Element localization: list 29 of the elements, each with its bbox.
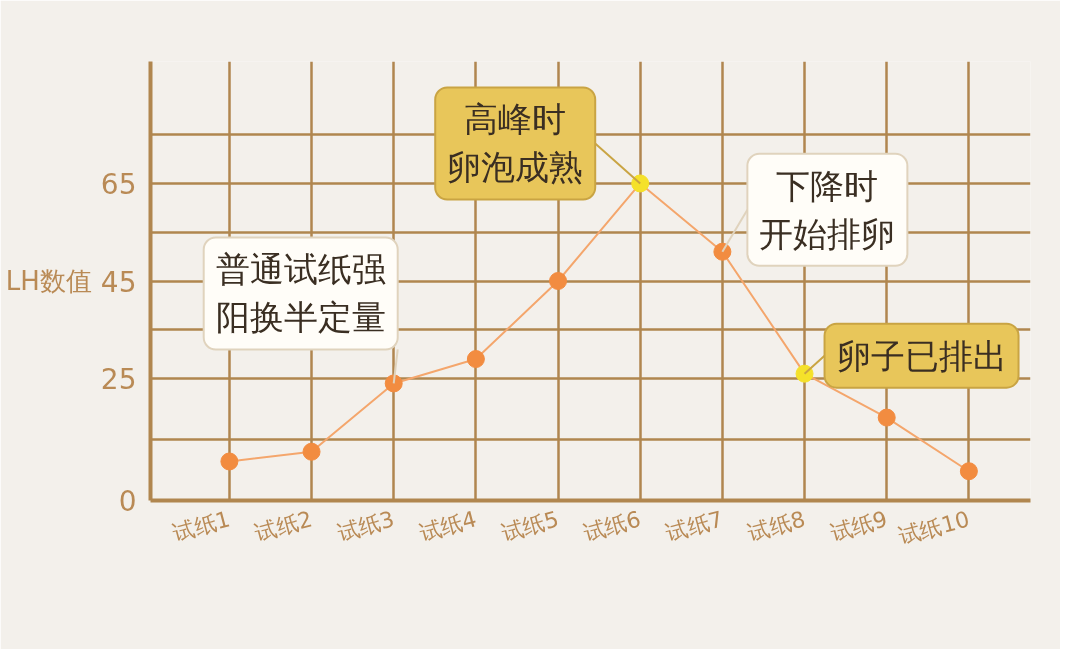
point <box>302 442 321 461</box>
y-tick-label: 65 <box>100 167 137 201</box>
point <box>959 462 978 481</box>
y-tick-label: 0 <box>118 485 137 518</box>
x-tick-label: 试纸2 <box>252 506 315 546</box>
x-tick-label: 试纸4 <box>416 506 480 546</box>
y-tick-label: 25 <box>100 363 137 397</box>
point <box>384 374 403 393</box>
x-tick-label: 试纸6 <box>580 506 644 546</box>
point <box>466 350 485 369</box>
x-tick-label: 试纸3 <box>334 506 397 546</box>
point <box>795 364 814 383</box>
point <box>220 452 239 471</box>
point <box>549 272 568 290</box>
x-tick-label: 试纸8 <box>745 506 808 546</box>
x-tick-label: 试纸10 <box>896 506 973 550</box>
y-tick-label: 45 <box>100 265 137 299</box>
x-tick-label: 试纸1 <box>170 506 233 546</box>
point <box>713 242 732 261</box>
annotation: 卵子已排出 <box>836 335 1007 376</box>
y-axis-title: LH数值 <box>5 266 92 296</box>
point <box>631 174 650 193</box>
x-tick-label: 试纸5 <box>498 506 562 546</box>
point <box>877 408 896 427</box>
x-tick-label: 试纸9 <box>827 506 890 546</box>
annotation: 普通试纸强阳换半定量 <box>215 249 386 338</box>
x-tick-label: 试纸7 <box>663 506 726 546</box>
annotation: 高峰时卵泡成熟 <box>447 99 584 188</box>
annotation: 下降时开始排卵 <box>759 165 896 254</box>
